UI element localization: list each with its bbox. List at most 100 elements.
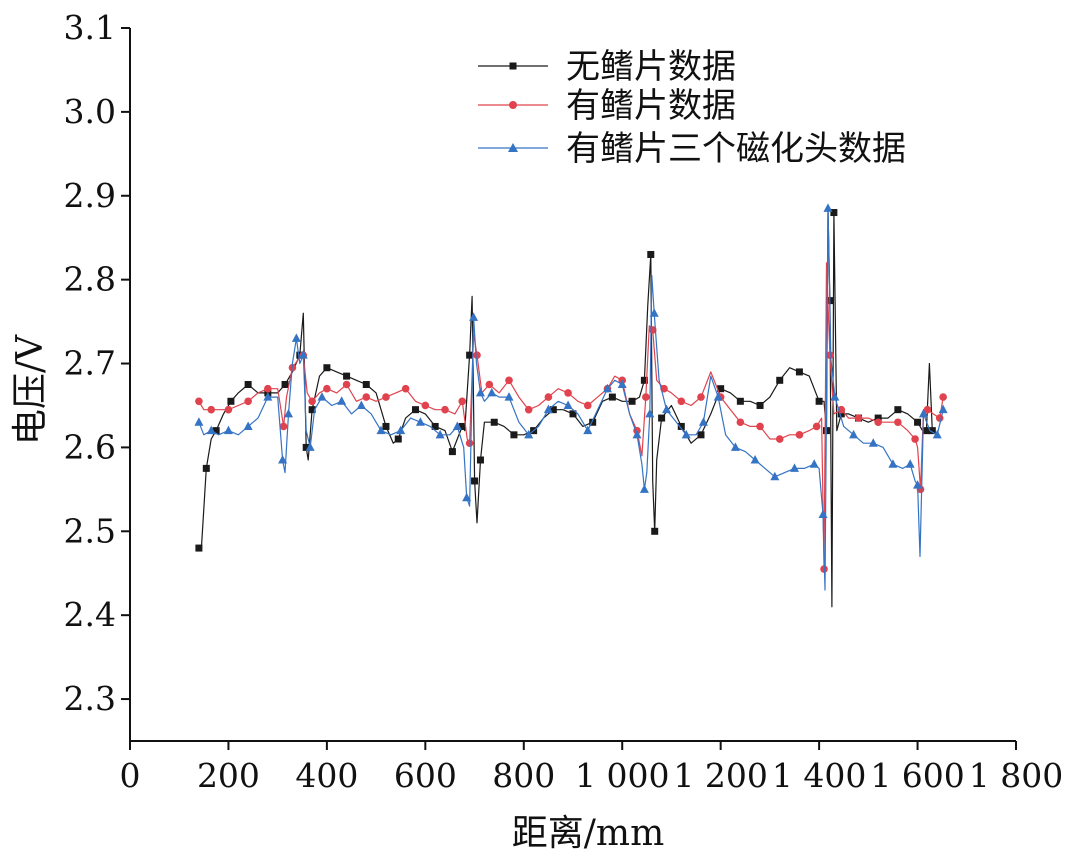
data-point — [549, 406, 557, 414]
data-point — [677, 422, 685, 430]
data-point — [487, 387, 497, 397]
data-point — [770, 471, 780, 481]
data-point — [510, 431, 518, 439]
x-axis-title: 距离/mm — [512, 813, 664, 854]
data-point — [932, 429, 942, 439]
series-layer — [194, 203, 948, 608]
x-tick-label: 1 800 — [969, 756, 1063, 795]
data-point — [849, 429, 859, 439]
data-point — [323, 364, 331, 372]
data-point — [939, 393, 947, 401]
data-point — [441, 405, 449, 414]
data-point — [756, 401, 764, 409]
data-point — [291, 333, 301, 342]
data-point — [376, 425, 386, 435]
legend: 无鳍片数据 有鳍片数据 有鳍片三个磁化头数据 — [478, 47, 906, 169]
data-point — [736, 418, 745, 427]
data-point — [207, 405, 216, 414]
data-point — [583, 401, 592, 410]
data-point — [462, 492, 472, 502]
data-point — [469, 312, 479, 321]
data-point — [815, 397, 823, 405]
legend-marker-series-0 — [509, 62, 517, 70]
data-point — [337, 396, 347, 405]
y-tick-label: 2.6 — [64, 427, 116, 466]
data-point — [544, 393, 553, 401]
data-point — [640, 376, 648, 384]
data-point — [505, 376, 513, 385]
data-point — [244, 381, 252, 388]
data-point — [212, 427, 220, 435]
data-point — [302, 443, 310, 451]
data-point — [658, 414, 666, 422]
data-point — [317, 392, 327, 401]
data-point — [645, 408, 655, 418]
data-point — [206, 425, 216, 435]
data-point — [818, 509, 828, 519]
x-tick-label: 800 — [492, 756, 555, 795]
ticks: 0 200 400 600 800 1 000 1 200 1 400 1 600 1 800 2.… — [64, 8, 1064, 795]
series-1 — [195, 262, 947, 573]
data-point — [224, 405, 233, 414]
data-point — [795, 431, 804, 439]
data-point — [435, 429, 445, 439]
data-point — [894, 418, 902, 427]
data-point — [466, 351, 474, 359]
data-point — [894, 406, 902, 414]
data-point — [823, 203, 833, 212]
data-point — [308, 397, 316, 406]
series-2 — [194, 203, 948, 591]
data-point — [411, 406, 419, 414]
data-point — [471, 477, 479, 485]
data-point — [677, 397, 686, 406]
data-point — [911, 435, 919, 443]
data-point — [279, 422, 288, 431]
data-point — [756, 422, 764, 431]
data-point — [837, 410, 845, 418]
data-point — [362, 393, 371, 401]
data-point — [750, 454, 760, 464]
data-point — [569, 410, 577, 418]
data-point — [195, 397, 203, 406]
data-point — [826, 351, 834, 359]
data-point — [775, 435, 784, 443]
y-tick-label: 2.5 — [64, 511, 116, 550]
y-tick-label: 3.1 — [64, 8, 116, 47]
data-point — [647, 250, 655, 258]
data-point — [697, 393, 705, 401]
data-point — [809, 459, 819, 468]
x-tick-label: 200 — [197, 756, 260, 795]
data-point — [698, 417, 708, 426]
data-point — [465, 439, 474, 448]
data-point — [223, 425, 233, 435]
data-point — [278, 454, 288, 464]
data-point — [458, 422, 466, 430]
data-point — [736, 397, 744, 405]
x-tick-label: 600 — [394, 756, 457, 795]
data-point — [681, 429, 691, 439]
data-point — [524, 405, 533, 414]
data-point — [202, 464, 210, 472]
data-point — [730, 442, 740, 451]
data-point — [194, 417, 204, 426]
data-point — [913, 480, 923, 489]
data-point — [308, 406, 316, 414]
data-point — [415, 417, 425, 426]
data-point — [475, 387, 485, 397]
data-point — [602, 383, 612, 393]
data-point — [283, 408, 293, 418]
x-tick-label: 0 — [120, 756, 141, 795]
data-point — [362, 381, 370, 388]
data-point — [564, 389, 572, 397]
legend-marker-series-1 — [509, 101, 517, 109]
data-point — [928, 427, 936, 435]
data-point — [485, 380, 494, 389]
data-point — [717, 385, 725, 393]
data-point — [382, 393, 390, 401]
data-point — [382, 422, 390, 430]
data-point — [938, 404, 948, 414]
data-point — [922, 427, 930, 435]
data-point — [243, 421, 253, 430]
data-point — [342, 380, 351, 389]
